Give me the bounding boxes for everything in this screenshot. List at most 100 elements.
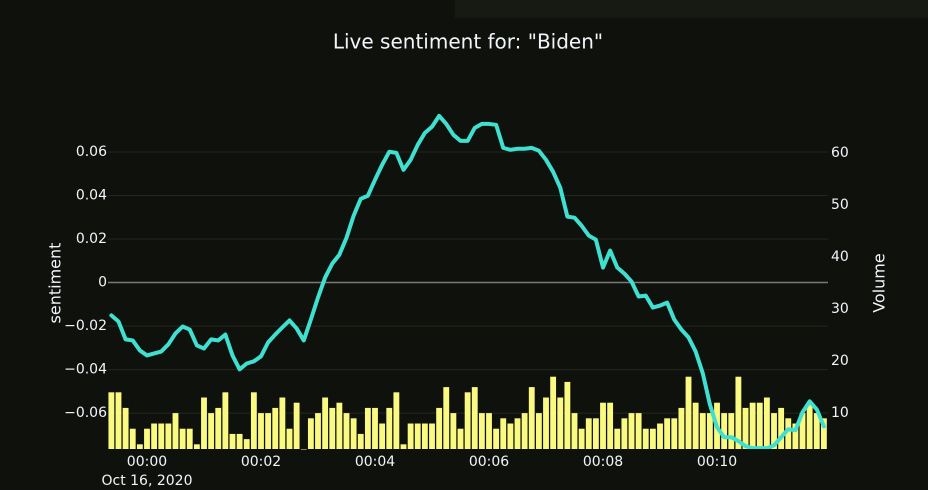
bar <box>550 376 557 449</box>
y-axis-title: sentiment <box>46 243 65 324</box>
bar <box>557 397 564 449</box>
bar <box>329 407 336 449</box>
bar <box>379 423 386 449</box>
bar <box>400 444 407 449</box>
bar <box>685 376 692 449</box>
y-tick-label: −0.06 <box>64 405 107 421</box>
bar <box>478 413 485 449</box>
bar <box>300 449 307 450</box>
bar <box>165 423 172 449</box>
bar <box>122 407 129 449</box>
bar <box>208 413 215 449</box>
bar <box>521 413 528 449</box>
bar <box>158 423 165 449</box>
y-tick-label: 0.02 <box>76 231 107 247</box>
y-tick-label: 0.06 <box>76 144 107 160</box>
bar <box>350 418 357 449</box>
bar <box>407 423 414 449</box>
bar <box>450 413 457 449</box>
bar <box>151 423 158 449</box>
bar <box>286 428 293 449</box>
bar <box>136 444 143 449</box>
modebar[interactable] <box>455 0 928 18</box>
bar <box>806 402 813 449</box>
y2-tick-label: 60 <box>831 145 849 161</box>
bar <box>486 413 492 449</box>
sentiment-line <box>109 113 826 449</box>
chart-title: Live sentiment for: "Biden" <box>333 30 603 54</box>
bar <box>514 418 521 449</box>
bar <box>250 392 257 449</box>
bar <box>471 387 478 449</box>
bar <box>635 413 642 449</box>
bar <box>265 413 272 449</box>
bar <box>386 407 393 449</box>
bar <box>742 407 749 449</box>
y2-tick-label: 20 <box>831 353 849 369</box>
y2-tick-label: 30 <box>831 301 849 317</box>
bar <box>813 413 820 449</box>
y-tick-label: 0.04 <box>76 188 107 204</box>
bar <box>756 402 763 449</box>
bar <box>820 418 827 449</box>
x-tick-label: 00:00 <box>127 454 167 470</box>
bar <box>528 387 535 449</box>
bar <box>272 407 279 449</box>
bar <box>201 397 207 449</box>
bar <box>279 397 286 449</box>
bar <box>144 428 150 449</box>
bar <box>421 423 428 449</box>
bar <box>649 428 656 449</box>
bar <box>215 407 222 449</box>
bar <box>763 397 770 449</box>
bar <box>343 413 350 449</box>
bar <box>507 423 514 449</box>
y2-axis-title: Volume <box>870 253 889 313</box>
y2-tick-label: 50 <box>831 197 849 213</box>
bar <box>614 428 621 449</box>
x-tick-label: 00:02 <box>241 454 281 470</box>
bar <box>642 428 649 449</box>
y2-tick-label: 40 <box>831 249 849 265</box>
y-tick-label: −0.02 <box>64 318 107 334</box>
bar <box>493 428 500 449</box>
bar <box>585 418 592 449</box>
bar <box>172 413 179 449</box>
bar <box>657 423 663 449</box>
bar <box>735 376 742 449</box>
x-date-label: Oct 16, 2020 <box>101 473 192 489</box>
bar <box>372 407 378 449</box>
bar <box>229 433 236 449</box>
bar <box>364 407 371 449</box>
bar-layer <box>108 376 827 450</box>
bar <box>799 413 806 449</box>
bar <box>706 413 713 449</box>
bar <box>692 402 699 449</box>
bar <box>357 433 364 449</box>
bar <box>628 413 635 449</box>
bar <box>728 413 735 449</box>
bar <box>785 418 792 449</box>
bar <box>258 413 264 449</box>
bar <box>464 392 471 449</box>
bar <box>699 413 706 449</box>
bar <box>129 428 136 449</box>
bar <box>571 413 578 449</box>
x-tick-label: 00:06 <box>469 454 509 470</box>
bar <box>222 392 229 449</box>
bar <box>678 407 685 449</box>
bar <box>535 413 542 449</box>
bar <box>778 407 785 449</box>
bar <box>322 397 329 449</box>
y-tick-label: −0.04 <box>64 362 107 378</box>
bar <box>543 397 549 449</box>
bar <box>243 439 250 449</box>
bar <box>592 418 599 449</box>
bar <box>607 402 614 449</box>
y-tick-label: 0 <box>98 275 107 291</box>
line-layer <box>109 113 826 449</box>
bar <box>393 392 400 449</box>
bar <box>115 392 122 449</box>
